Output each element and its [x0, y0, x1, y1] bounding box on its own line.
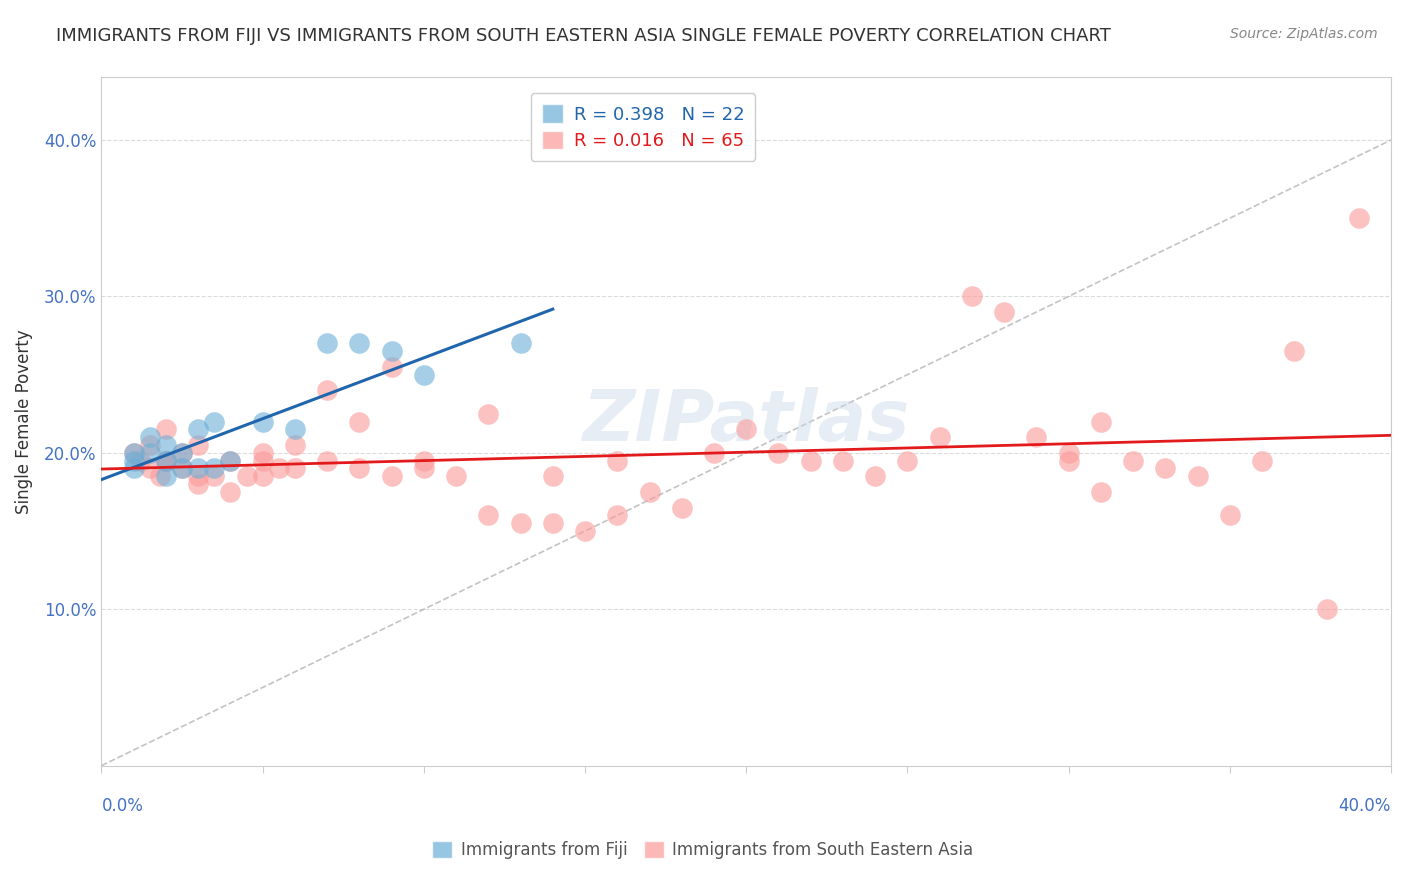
- Text: 0.0%: 0.0%: [101, 797, 143, 814]
- Point: [155, 453, 177, 467]
- Point: [202, 469, 225, 483]
- Point: [509, 516, 531, 531]
- Point: [671, 500, 693, 515]
- Point: [155, 422, 177, 436]
- Y-axis label: Single Female Poverty: Single Female Poverty: [15, 329, 32, 514]
- Point: [139, 438, 162, 452]
- Point: [1122, 453, 1144, 467]
- Point: [252, 415, 274, 429]
- Text: 40.0%: 40.0%: [1339, 797, 1391, 814]
- Point: [219, 453, 242, 467]
- Point: [139, 446, 162, 460]
- Legend: Immigrants from Fiji, Immigrants from South Eastern Asia: Immigrants from Fiji, Immigrants from So…: [426, 834, 980, 866]
- Point: [1315, 602, 1337, 616]
- Point: [800, 453, 823, 467]
- Point: [267, 461, 290, 475]
- Point: [1090, 484, 1112, 499]
- Point: [1219, 508, 1241, 523]
- Point: [703, 446, 725, 460]
- Point: [735, 422, 758, 436]
- Point: [252, 453, 274, 467]
- Text: Source: ZipAtlas.com: Source: ZipAtlas.com: [1230, 27, 1378, 41]
- Point: [202, 415, 225, 429]
- Point: [284, 461, 307, 475]
- Point: [122, 461, 145, 475]
- Point: [541, 516, 564, 531]
- Legend: R = 0.398   N = 22, R = 0.016   N = 65: R = 0.398 N = 22, R = 0.016 N = 65: [530, 94, 755, 161]
- Point: [381, 344, 404, 359]
- Point: [638, 484, 661, 499]
- Point: [122, 453, 145, 467]
- Point: [129, 453, 152, 467]
- Point: [284, 438, 307, 452]
- Point: [863, 469, 886, 483]
- Point: [349, 415, 371, 429]
- Text: IMMIGRANTS FROM FIJI VS IMMIGRANTS FROM SOUTH EASTERN ASIA SINGLE FEMALE POVERTY: IMMIGRANTS FROM FIJI VS IMMIGRANTS FROM …: [56, 27, 1111, 45]
- Point: [148, 469, 170, 483]
- Point: [170, 461, 193, 475]
- Point: [477, 407, 499, 421]
- Point: [122, 446, 145, 460]
- Point: [235, 469, 257, 483]
- Point: [155, 469, 177, 483]
- Point: [541, 469, 564, 483]
- Point: [155, 453, 177, 467]
- Point: [139, 461, 162, 475]
- Point: [477, 508, 499, 523]
- Point: [1057, 446, 1080, 460]
- Point: [316, 384, 339, 398]
- Point: [832, 453, 855, 467]
- Point: [219, 453, 242, 467]
- Point: [1025, 430, 1047, 444]
- Point: [187, 477, 209, 491]
- Point: [252, 446, 274, 460]
- Point: [187, 438, 209, 452]
- Point: [509, 336, 531, 351]
- Point: [606, 508, 628, 523]
- Point: [1090, 415, 1112, 429]
- Point: [412, 453, 434, 467]
- Point: [1251, 453, 1274, 467]
- Point: [928, 430, 950, 444]
- Point: [412, 368, 434, 382]
- Point: [139, 430, 162, 444]
- Point: [170, 446, 193, 460]
- Point: [170, 461, 193, 475]
- Point: [960, 289, 983, 303]
- Point: [122, 446, 145, 460]
- Point: [187, 461, 209, 475]
- Point: [252, 469, 274, 483]
- Point: [219, 484, 242, 499]
- Point: [381, 469, 404, 483]
- Point: [349, 461, 371, 475]
- Point: [349, 336, 371, 351]
- Point: [574, 524, 596, 538]
- Point: [187, 422, 209, 436]
- Text: ZIPatlas: ZIPatlas: [582, 387, 910, 456]
- Point: [1154, 461, 1177, 475]
- Point: [381, 359, 404, 374]
- Point: [896, 453, 918, 467]
- Point: [284, 422, 307, 436]
- Point: [444, 469, 467, 483]
- Point: [187, 469, 209, 483]
- Point: [1187, 469, 1209, 483]
- Point: [316, 336, 339, 351]
- Point: [202, 461, 225, 475]
- Point: [606, 453, 628, 467]
- Point: [993, 305, 1015, 319]
- Point: [170, 446, 193, 460]
- Point: [1057, 453, 1080, 467]
- Point: [155, 453, 177, 467]
- Point: [316, 453, 339, 467]
- Point: [1284, 344, 1306, 359]
- Point: [155, 438, 177, 452]
- Point: [1347, 211, 1369, 226]
- Point: [768, 446, 790, 460]
- Point: [412, 461, 434, 475]
